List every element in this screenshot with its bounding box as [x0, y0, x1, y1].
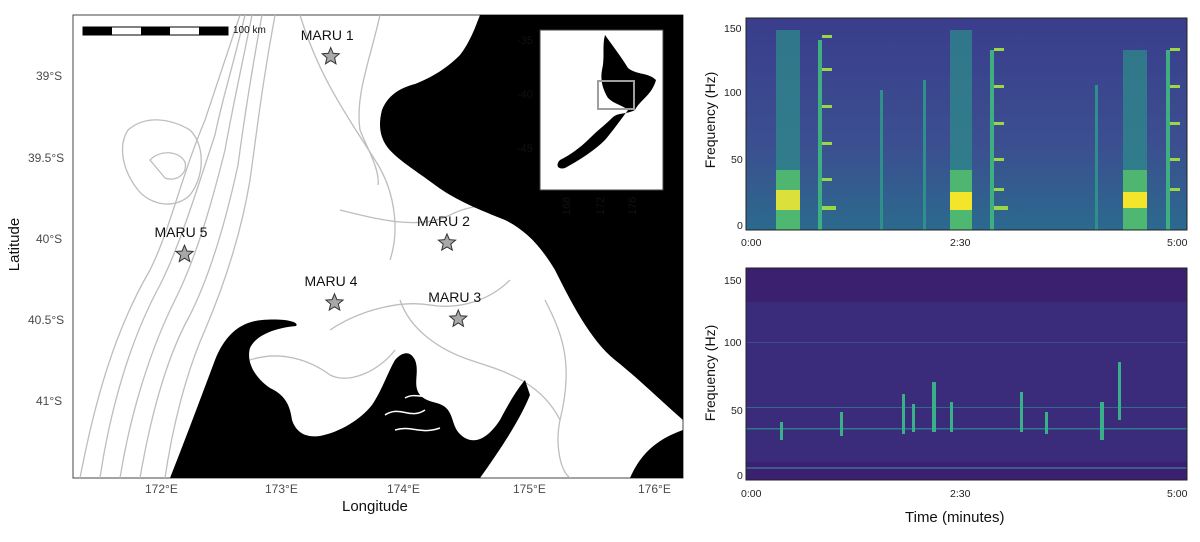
- scale-bar: [82, 26, 229, 36]
- spec-top-y-axis-title: Frequency (Hz): [702, 71, 719, 169]
- spectrogram-bottom: [745, 267, 1188, 481]
- south-island-land: [170, 319, 530, 478]
- spec-top-x-tick: 0:00: [741, 237, 762, 249]
- inset-x-tick: 176: [627, 196, 640, 216]
- scale-bar-label: 100 km: [233, 25, 266, 36]
- spec-bottom-y-tick: 50: [731, 405, 743, 417]
- spec-bottom-y-tick: 0: [737, 470, 743, 482]
- inset-y-tick: -40: [517, 89, 533, 101]
- station-label: MARU 5: [154, 224, 208, 241]
- inset-nz: [557, 35, 656, 169]
- spec-bottom-y-tick: 150: [724, 275, 742, 287]
- spec-top-x-tick: 2:30: [950, 237, 971, 249]
- station-label: MARU 3: [428, 289, 482, 305]
- station-markers: [174, 46, 469, 328]
- inset-study-area: [597, 80, 635, 110]
- station-label: MARU 1: [300, 26, 354, 43]
- map-y-axis-title: Latitude: [6, 217, 24, 272]
- station-label: MARU 2: [417, 212, 470, 229]
- spec-top-x-tick: 5:00: [1167, 237, 1188, 249]
- inset-x-tick: 172: [595, 196, 608, 216]
- station-star: [324, 292, 345, 312]
- marlborough-sounds: [384, 393, 441, 432]
- map-x-tick: 174°E: [387, 482, 420, 496]
- station-star: [448, 308, 469, 328]
- map-y-tick: 39°S: [36, 69, 63, 83]
- map-y-tick: 41°S: [36, 394, 63, 408]
- spec-bottom-x-axis-title: Time (minutes): [905, 509, 1005, 526]
- inset-y-tick: -35: [517, 35, 533, 47]
- spec-top-y-tick: 50: [731, 154, 743, 166]
- map-x-tick: 172°E: [145, 482, 178, 496]
- station-star: [174, 243, 195, 263]
- station-star: [437, 232, 457, 252]
- spec-bottom-x-tick: 5:00: [1167, 488, 1188, 500]
- station-label: MARU 4: [304, 272, 358, 289]
- map-x-tick: 176°E: [638, 482, 671, 496]
- station-star: [320, 46, 341, 65]
- map-x-axis-title: Longitude: [342, 498, 408, 515]
- spec-top-y-tick: 0: [737, 220, 743, 232]
- bathymetry-contours: [79, 15, 571, 478]
- map-x-tick: 173°E: [265, 482, 298, 496]
- map-y-tick: 40°S: [36, 232, 63, 246]
- spec-bottom-x-tick: 0:00: [741, 488, 762, 500]
- map-y-tick: 39.5°S: [28, 151, 65, 165]
- inset-map: [539, 29, 664, 191]
- spectrogram-top-calls: [776, 30, 1180, 230]
- wellington-coast: [630, 430, 683, 478]
- spectrogram-top: [745, 17, 1188, 231]
- spectrogram-bottom-calls: [746, 342, 1187, 469]
- spec-bottom-y-axis-title: Frequency (Hz): [702, 324, 719, 422]
- map-x-tick: 175°E: [513, 482, 546, 496]
- spec-top-y-tick: 100: [724, 87, 742, 99]
- map-y-tick: 40.5°S: [28, 313, 65, 327]
- spec-top-y-tick: 150: [724, 23, 742, 35]
- map-panel: [72, 14, 684, 479]
- inset-y-tick: -45: [517, 143, 533, 155]
- spec-bottom-x-tick: 2:30: [950, 488, 971, 500]
- inset-x-tick: 168: [561, 196, 574, 216]
- spec-bottom-y-tick: 100: [724, 337, 742, 349]
